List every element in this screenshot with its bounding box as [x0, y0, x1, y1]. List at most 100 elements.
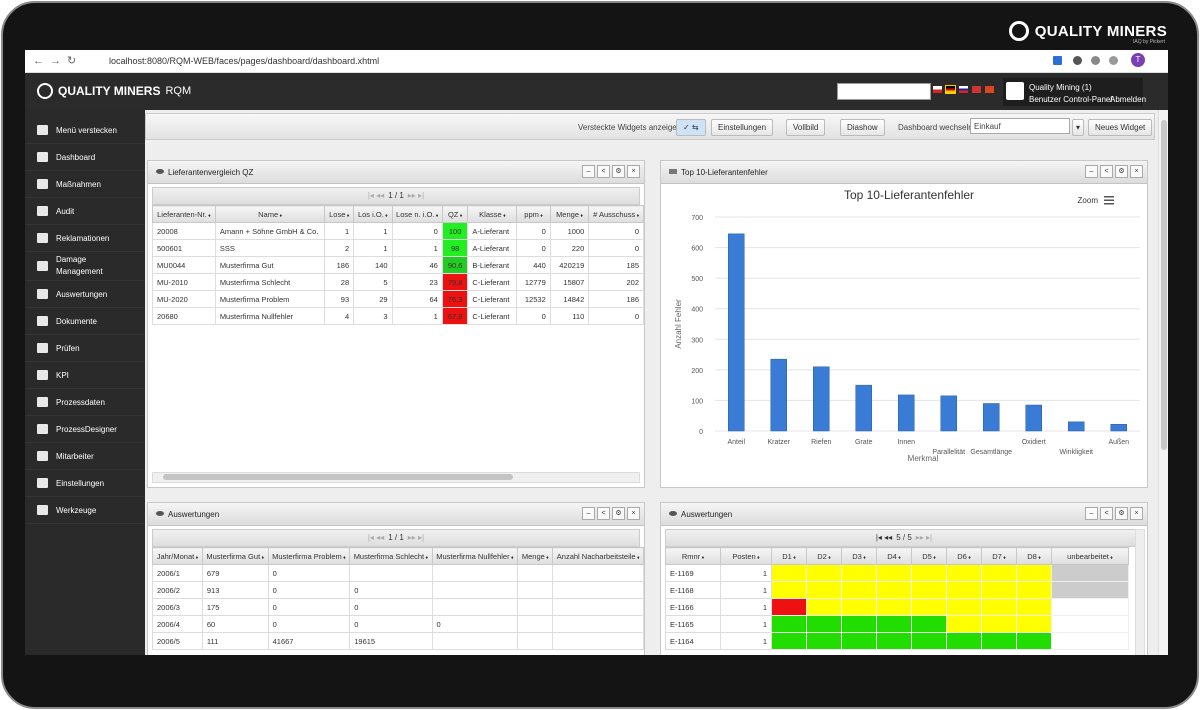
minimize[interactable]: – [1085, 507, 1098, 520]
fullscreen-button[interactable]: Vollbild [786, 119, 826, 136]
column-header[interactable]: # Ausschuss [588, 205, 644, 223]
ext-icon[interactable] [1109, 56, 1118, 65]
flag[interactable] [933, 86, 942, 93]
flag[interactable] [972, 86, 981, 93]
settings[interactable]: ⚙ [1115, 507, 1128, 520]
column-header[interactable]: Jahr/Monat [152, 547, 203, 565]
bookmark-icon[interactable] [1053, 56, 1062, 65]
table-row[interactable]: E-1168 1 [665, 581, 1129, 599]
table-row[interactable]: 2006/1 679 0 [152, 564, 644, 582]
minimize[interactable]: – [582, 165, 595, 178]
table-row[interactable]: 2006/4 60 0 0 0 [152, 615, 644, 633]
table-row[interactable]: 2006/3 175 0 0 [152, 598, 644, 616]
column-header[interactable]: Name [214, 205, 326, 223]
sidebar-item[interactable]: Prozessdaten [25, 389, 145, 416]
chart-icon[interactable] [669, 169, 677, 174]
column-header[interactable]: D8 [1016, 547, 1052, 565]
eye-icon[interactable] [156, 169, 164, 174]
column-header[interactable]: Los i.O. [353, 205, 393, 223]
flag[interactable] [959, 86, 968, 93]
sidebar-item[interactable]: Mitarbeiter [25, 443, 145, 470]
slideshow-button[interactable]: Diashow [840, 119, 885, 136]
column-header[interactable]: Musterfirma Nullfehler [431, 547, 519, 565]
select-arrow[interactable]: ▾ [1072, 119, 1085, 136]
settings[interactable]: ⚙ [612, 165, 625, 178]
minimize[interactable]: – [1085, 165, 1098, 178]
close[interactable]: × [1130, 165, 1143, 178]
sidebar-item[interactable]: Dokumente [25, 308, 145, 335]
menu-icon[interactable] [1104, 196, 1114, 205]
column-header[interactable]: Musterfirma Problem [267, 547, 351, 565]
app-logo[interactable]: QUALITY MINERS RQM [37, 83, 191, 99]
avatar[interactable]: T [1131, 53, 1145, 67]
toggle-hidden[interactable]: ✓ ⇆ [676, 119, 706, 136]
sidebar-item[interactable]: Prüfen [25, 335, 145, 362]
column-header[interactable]: D5 [911, 547, 947, 565]
new-widget-button[interactable]: Neues Widget [1088, 119, 1153, 136]
minimize[interactable]: – [582, 507, 595, 520]
close[interactable]: × [627, 165, 640, 178]
settings-button[interactable]: Einstellungen [711, 119, 774, 136]
scroll-thumb[interactable] [1161, 120, 1167, 450]
v-scrollbar[interactable] [1135, 529, 1145, 655]
search-input[interactable] [837, 83, 931, 100]
close[interactable]: × [1130, 507, 1143, 520]
column-header[interactable]: Klasse [467, 205, 518, 223]
sidebar-item[interactable]: Dashboard [25, 144, 145, 171]
column-header[interactable]: D1 [771, 547, 807, 565]
table-row[interactable]: E-1166 1 [665, 598, 1129, 616]
share[interactable]: < [597, 165, 610, 178]
share[interactable]: < [1100, 165, 1113, 178]
table-row[interactable]: MU-2010 Musterfirma Schlecht 28 5 23 79,8 C-Li… [152, 273, 644, 291]
sidebar-item[interactable]: Einstellungen [25, 470, 145, 497]
sidebar-item[interactable]: Werkzeuge [25, 497, 145, 524]
eye-icon[interactable] [156, 511, 164, 516]
table-row[interactable]: E-1169 1 [665, 564, 1129, 582]
sidebar-item[interactable]: KPI [25, 362, 145, 389]
column-header[interactable]: ppm [516, 205, 551, 223]
flag[interactable] [945, 85, 956, 94]
share[interactable]: < [597, 507, 610, 520]
table-row[interactable]: MU0044 Musterfirma Gut 186 140 46 90,6 B-Liefe… [152, 256, 644, 274]
table-row[interactable]: 500601 SSS 2 1 1 98 A-Lieferant 0 220 0 [152, 239, 644, 257]
column-header[interactable]: unbearbeitet [1051, 547, 1129, 565]
logout-link[interactable]: Abmelden [1110, 95, 1147, 104]
ext-icon[interactable] [1091, 56, 1100, 65]
table-row[interactable]: MU-2020 Musterfirma Problem 93 29 64 76,3 C-Li… [152, 290, 644, 308]
column-header[interactable]: Anzahl Nacharbeitsteile [552, 547, 644, 565]
table-row[interactable]: E-1164 1 [665, 632, 1129, 650]
url[interactable]: localhost:8080/RQM-WEB/faces/pages/dashb… [109, 56, 380, 66]
share[interactable]: < [1100, 507, 1113, 520]
browser-nav[interactable]: ←→↻ [33, 55, 83, 67]
scroll-thumb[interactable] [163, 474, 513, 480]
column-header[interactable]: D7 [981, 547, 1017, 565]
table-row[interactable]: 20680 Musterfirma Nullfehler 4 3 1 67,8 C-Lief… [152, 307, 644, 325]
h-scrollbar[interactable] [152, 472, 640, 483]
sidebar-item[interactable]: Menü verstecken [25, 117, 145, 144]
sidebar-item[interactable]: Audit [25, 198, 145, 225]
column-header[interactable]: D6 [946, 547, 982, 565]
flag[interactable] [985, 86, 994, 93]
column-header[interactable]: Musterfirma Schlecht [349, 547, 433, 565]
sidebar-item[interactable]: Maßnahmen [25, 171, 145, 198]
sidebar-item[interactable]: Auswertungen [25, 281, 145, 308]
eye-icon[interactable] [669, 511, 677, 516]
column-header[interactable]: Lose n. i.O. [391, 205, 443, 223]
column-header[interactable]: D4 [876, 547, 912, 565]
column-header[interactable]: Menge [517, 547, 554, 565]
column-header[interactable]: Lieferanten-Nr. [152, 205, 216, 223]
table-row[interactable]: 2006/5 111 41667 19615 [152, 632, 644, 650]
column-header[interactable]: D3 [841, 547, 877, 565]
control-panel-link[interactable]: Benutzer Control-Panel [1029, 95, 1113, 104]
table-row[interactable]: E-1165 1 [665, 615, 1129, 633]
column-header[interactable]: Posten [720, 547, 772, 565]
dashboard-select[interactable]: Einkauf [970, 118, 1070, 134]
settings[interactable]: ⚙ [1115, 165, 1128, 178]
column-header[interactable]: Rmnr [665, 547, 721, 565]
sidebar-item[interactable]: Damage Management [25, 252, 145, 281]
table-row[interactable]: 20008 Amann + Söhne GmbH & Co. 1 1 0 100 A-Lie… [152, 222, 644, 240]
table-row[interactable]: 2006/2 913 0 0 [152, 581, 644, 599]
ext-icon[interactable] [1073, 56, 1082, 65]
column-header[interactable]: D2 [806, 547, 842, 565]
sidebar-item[interactable]: Reklamationen [25, 225, 145, 252]
